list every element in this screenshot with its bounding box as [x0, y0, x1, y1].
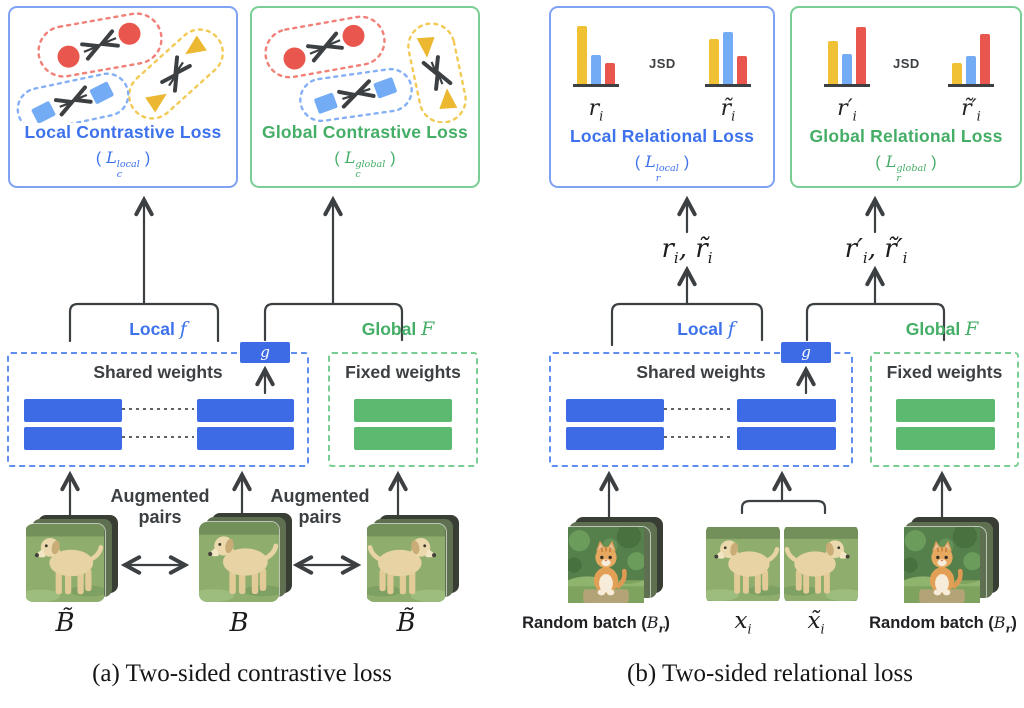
encoder-layer-bar: [566, 399, 664, 422]
hist-label-r: ri: [588, 96, 604, 125]
cat-photo: [898, 527, 986, 603]
hist-bar: [856, 27, 866, 84]
random-batch-label-1: Random batch (Br): [522, 613, 670, 636]
jsd-label-global: JSD: [893, 56, 920, 71]
hist-bar: [605, 63, 615, 84]
red-pair-cluster: [264, 15, 386, 79]
fixed-weights-label-b: Fixed weights: [886, 362, 1003, 382]
sample-x-tilde-photo: [784, 524, 858, 604]
blue-pair-cluster: [16, 72, 130, 123]
batch-label-b-tilde-2: B̃: [396, 608, 416, 638]
relation-vectors-label-local: ri, r̃i: [661, 234, 713, 268]
dog-photo: [199, 522, 279, 602]
yellow-pair-cluster: [407, 22, 467, 123]
hist-bar: [737, 56, 747, 84]
augmented-pairs-label-2: Augmented pairs: [270, 486, 370, 527]
encoder-layer-bar: [566, 427, 664, 450]
random-batch-stack-1: [562, 517, 663, 603]
cat-photo: [562, 527, 650, 603]
bracket-global-b: [805, 302, 946, 342]
augmented-batch-stack-2: [366, 515, 459, 602]
encoder-layer-bar: [896, 427, 995, 450]
augmented-batch-stack-1: [25, 515, 118, 602]
bracket-local-a: [68, 302, 220, 343]
encoder-layer-bar: [354, 399, 452, 422]
sample-x-photo: [706, 524, 780, 604]
local-encoder-label-a: Local f: [129, 318, 187, 340]
hist-label-r-tilde-prime: r̃′i: [961, 96, 981, 125]
hist-bar: [828, 41, 838, 84]
batch-label-b: B: [229, 608, 249, 638]
shared-weights-label-b: Shared weights: [636, 362, 766, 382]
encoder-layer-bar: [24, 399, 122, 422]
global-contrastive-loss-title: Global Contrastive Loss: [262, 122, 468, 142]
red-pair-cluster: [37, 12, 163, 78]
relation-vectors-label-global: r′i, r̃′i: [844, 234, 908, 268]
bracket-global-a: [263, 302, 404, 342]
bracket-pair-b: [740, 499, 827, 515]
caption-b: (b) Two-sided relational loss: [627, 660, 913, 687]
fixed-weights-label-a: Fixed weights: [345, 362, 461, 382]
hist-bar: [980, 34, 990, 84]
hist-bar: [723, 32, 733, 84]
encoder-layer-bar: [197, 399, 294, 422]
local-encoder-label-b: Local f: [677, 318, 735, 340]
hist-bar: [577, 26, 587, 84]
yellow-pair-cluster: [128, 28, 224, 120]
local-contrastive-loss-title: Local Contrastive Loss: [24, 122, 222, 142]
hist-label-r-tilde: r̃i: [720, 96, 736, 125]
blue-pair-cluster: [299, 67, 413, 123]
encoder-layer-bar: [24, 427, 122, 450]
fixed-weights-box-a: Fixed weights: [328, 352, 478, 467]
histogram-r-tilde-local: [705, 16, 751, 87]
histogram-r-prime-global: [824, 16, 870, 87]
dog-photo: [25, 524, 105, 602]
hist-bar: [709, 39, 719, 84]
histogram-r-tilde-prime-global: [948, 16, 994, 87]
hist-bar: [591, 55, 601, 84]
caption-a: (a) Two-sided contrastive loss: [92, 660, 392, 687]
fixed-weights-box-b: Fixed weights: [870, 352, 1019, 467]
hist-bar: [842, 54, 852, 84]
batch-stack: [199, 513, 292, 602]
encoder-layer-bar: [737, 399, 836, 422]
encoder-layer-bar: [354, 427, 452, 450]
global-encoder-label-a: Global F: [361, 318, 435, 340]
histogram-r-local: [573, 16, 619, 87]
hist-bar: [966, 56, 976, 84]
encoder-layer-bar: [737, 427, 836, 450]
jsd-label-local: JSD: [649, 56, 676, 71]
contrastive-clusters-local-icon: [16, 12, 224, 123]
projection-head-g-b: g: [781, 342, 831, 363]
global-encoder-label-b: Global F: [905, 318, 979, 340]
random-batch-stack-2: [898, 517, 999, 603]
random-batch-label-2: Random batch (Br): [869, 613, 1017, 636]
encoder-layer-bar: [197, 427, 294, 450]
shared-weights-box-a: Shared weights: [7, 352, 309, 467]
projection-head-g-a: g: [240, 342, 290, 363]
hist-bar: [952, 63, 962, 84]
dog-photo: [366, 524, 446, 602]
augmented-pairs-label-1: Augmented pairs: [110, 486, 210, 527]
batch-label-b-tilde-1: B̃: [55, 608, 75, 638]
local-relational-loss-title: Local Relational Loss: [569, 126, 755, 146]
contrastive-clusters-global-icon: [264, 15, 467, 123]
encoder-layer-bar: [896, 399, 995, 422]
global-relational-loss-title: Global Relational Loss: [809, 126, 1003, 146]
sample-x-tilde-label: x̃i: [807, 608, 825, 637]
hist-label-r-prime: r′i: [837, 96, 857, 125]
sample-x-label: xi: [734, 608, 752, 637]
shared-weights-label-a: Shared weights: [93, 362, 223, 382]
shared-weights-box-b: Shared weights: [549, 352, 853, 467]
bracket-local-b: [610, 302, 764, 347]
